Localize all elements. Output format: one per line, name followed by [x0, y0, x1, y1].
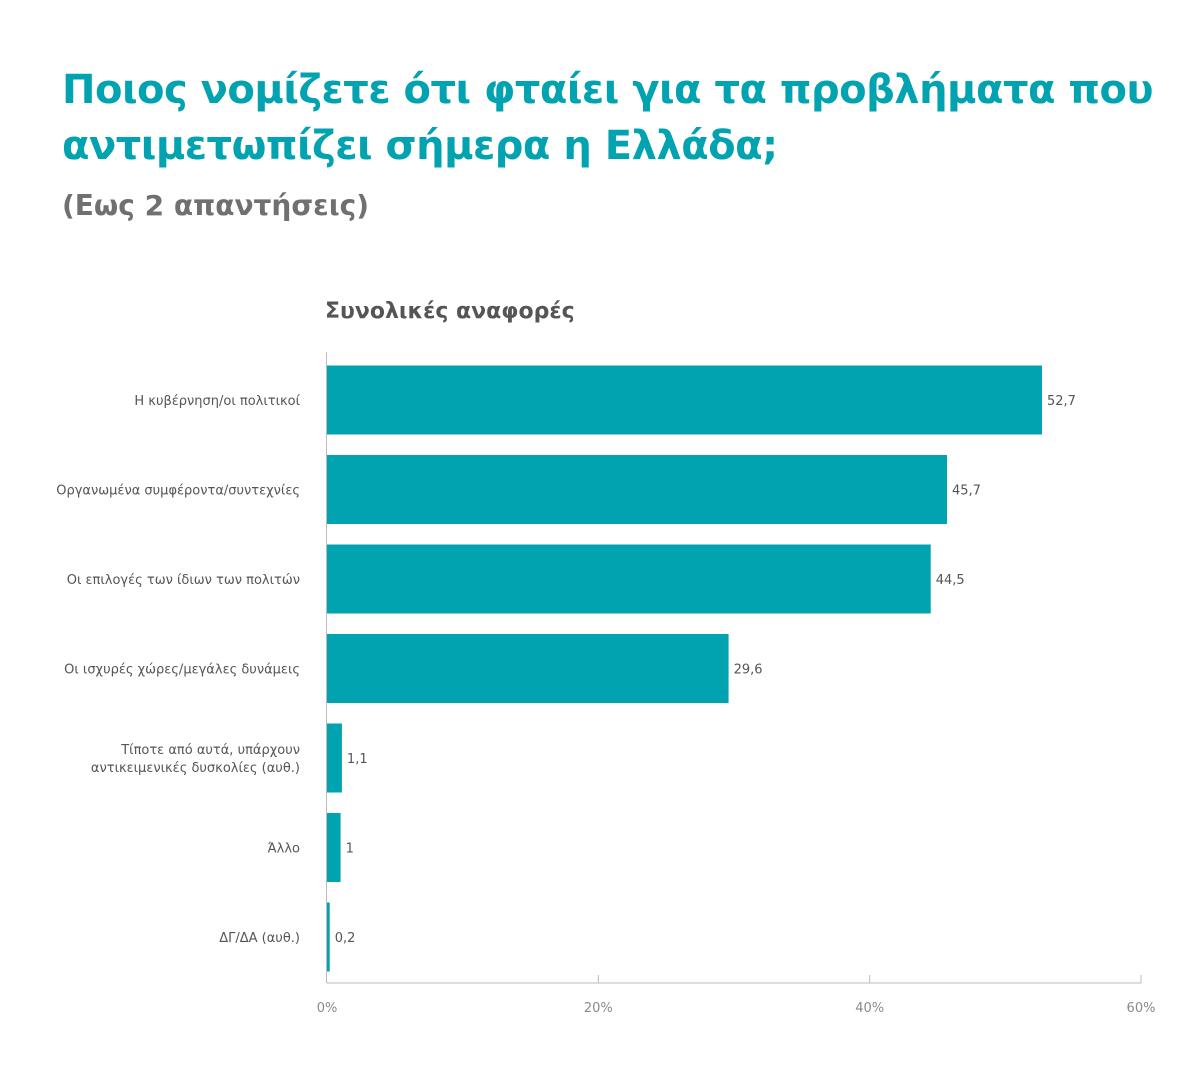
- x-tick-label: 0%: [317, 1001, 338, 1016]
- bar-value-label: 1,1: [347, 752, 368, 767]
- category-label: Άλλο: [268, 842, 300, 857]
- category-label: Οι επιλογές των ίδιων των πολιτών: [67, 573, 300, 588]
- x-tick-label: 40%: [855, 1001, 884, 1016]
- category-label-line: αντικειμενικές δυσκολίες (αυθ.): [91, 761, 300, 776]
- category-label-line: Η κυβέρνηση/οι πολιτικοί: [134, 394, 300, 409]
- category-label-line: Άλλο: [268, 842, 300, 857]
- bar: [327, 634, 729, 703]
- page-title: Ποιος νομίζετε ότι φταίει για τα προβλήμ…: [62, 67, 1154, 169]
- bar: [327, 365, 1042, 435]
- chart-title: Συνολικές αναφορές: [325, 299, 575, 324]
- bar: [327, 902, 330, 972]
- x-tick-label: 20%: [584, 1001, 613, 1016]
- bar-value-label: 45,7: [952, 484, 981, 499]
- bar: [327, 544, 931, 614]
- category-label-line: Οργανωμένα συμφέροντα/συντεχνίες: [56, 484, 300, 499]
- x-tick-label: 60%: [1127, 1001, 1156, 1016]
- bar-value-label: 0,2: [335, 931, 356, 946]
- bar-value-label: 1: [346, 842, 354, 857]
- category-label-line: Οι επιλογές των ίδιων των πολιτών: [67, 573, 300, 588]
- bar: [327, 455, 947, 524]
- bar-value-label: 44,5: [936, 573, 965, 588]
- bar: [327, 813, 341, 882]
- page-subtitle: (Εως 2 απαντήσεις): [62, 189, 370, 222]
- bar-value-label: 52,7: [1047, 394, 1076, 409]
- bar-value-label: 29,6: [734, 663, 763, 678]
- category-label-line: Τίποτε από αυτά, υπάρχουν: [120, 743, 300, 758]
- category-label: Η κυβέρνηση/οι πολιτικοί: [134, 394, 300, 409]
- category-label-line: ΔΓ/ΔΑ (αυθ.): [219, 931, 300, 946]
- category-label-line: Οι ισχυρές χώρες/μεγάλες δυνάμεις: [64, 663, 300, 678]
- category-label: ΔΓ/ΔΑ (αυθ.): [219, 931, 300, 946]
- category-label: Οι ισχυρές χώρες/μεγάλες δυνάμεις: [64, 663, 300, 678]
- category-label: Οργανωμένα συμφέροντα/συντεχνίες: [56, 484, 300, 499]
- bar: [327, 723, 342, 793]
- category-label: Τίποτε από αυτά, υπάρχουν αντικειμενικές …: [91, 743, 300, 776]
